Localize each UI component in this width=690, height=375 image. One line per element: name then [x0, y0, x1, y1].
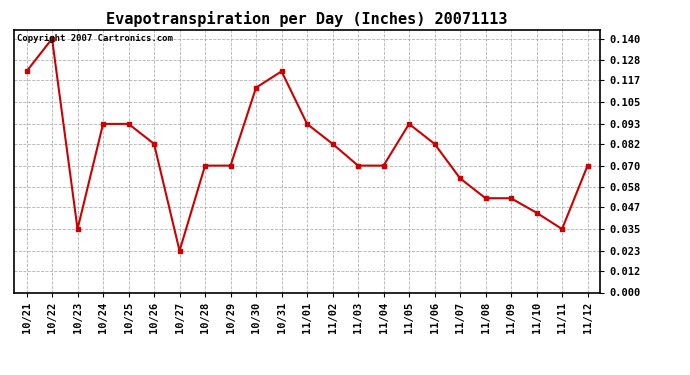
Title: Evapotranspiration per Day (Inches) 20071113: Evapotranspiration per Day (Inches) 2007… — [106, 12, 508, 27]
Text: Copyright 2007 Cartronics.com: Copyright 2007 Cartronics.com — [17, 34, 172, 43]
